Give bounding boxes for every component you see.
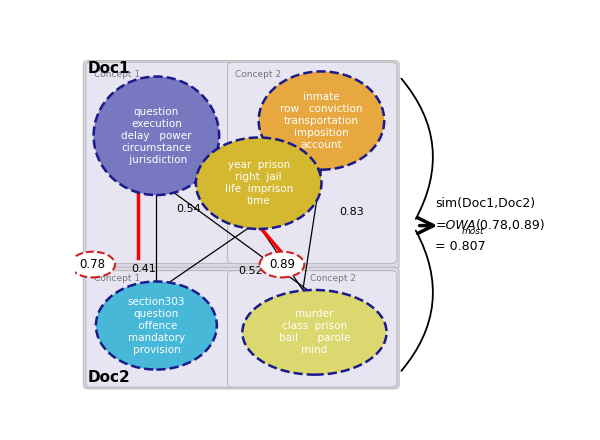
Text: section303
question
 offence
mandatory
provision: section303 question offence mandatory pr… bbox=[128, 297, 185, 355]
Text: Doc2: Doc2 bbox=[88, 370, 131, 385]
Text: = 0.807: = 0.807 bbox=[436, 240, 486, 253]
Text: =OWA: =OWA bbox=[436, 219, 476, 232]
Text: 0.89: 0.89 bbox=[269, 258, 295, 271]
FancyBboxPatch shape bbox=[227, 271, 397, 387]
Text: 0.54: 0.54 bbox=[176, 204, 202, 214]
FancyBboxPatch shape bbox=[83, 267, 399, 389]
Text: Concept 1: Concept 1 bbox=[94, 274, 140, 282]
FancyBboxPatch shape bbox=[86, 62, 234, 264]
Text: (0.78,0.89): (0.78,0.89) bbox=[476, 219, 545, 232]
Ellipse shape bbox=[196, 137, 322, 229]
Text: year  prison
right  jail
life  imprison
time: year prison right jail life imprison tim… bbox=[224, 160, 293, 206]
FancyBboxPatch shape bbox=[227, 62, 397, 264]
Ellipse shape bbox=[260, 252, 304, 278]
Text: Concept 3: Concept 3 bbox=[303, 114, 349, 123]
Text: question
execution
delay   power
circumstance
 jurisdiction: question execution delay power circumsta… bbox=[121, 107, 191, 165]
Ellipse shape bbox=[242, 290, 386, 375]
Text: most: most bbox=[461, 227, 484, 236]
Text: 0.83: 0.83 bbox=[340, 207, 364, 217]
Text: sim(Doc1,Doc2): sim(Doc1,Doc2) bbox=[436, 197, 536, 210]
Text: Doc1: Doc1 bbox=[88, 61, 131, 76]
Ellipse shape bbox=[94, 77, 219, 195]
Text: murder
class  prison
bail      parole
mind: murder class prison bail parole mind bbox=[279, 309, 350, 356]
Ellipse shape bbox=[70, 252, 115, 278]
FancyBboxPatch shape bbox=[83, 61, 399, 270]
FancyBboxPatch shape bbox=[86, 271, 234, 387]
Text: Concept 2: Concept 2 bbox=[235, 70, 281, 79]
Text: inmate
row   conviction
transportation
imposition
account: inmate row conviction transportation imp… bbox=[280, 92, 363, 150]
Text: Concept 1: Concept 1 bbox=[94, 70, 140, 79]
Ellipse shape bbox=[259, 71, 384, 170]
Text: Concept 2: Concept 2 bbox=[310, 274, 356, 282]
Text: 0.41: 0.41 bbox=[131, 264, 156, 274]
Text: 0.78: 0.78 bbox=[80, 258, 106, 271]
Ellipse shape bbox=[96, 282, 217, 370]
Text: 0.52: 0.52 bbox=[238, 266, 263, 276]
